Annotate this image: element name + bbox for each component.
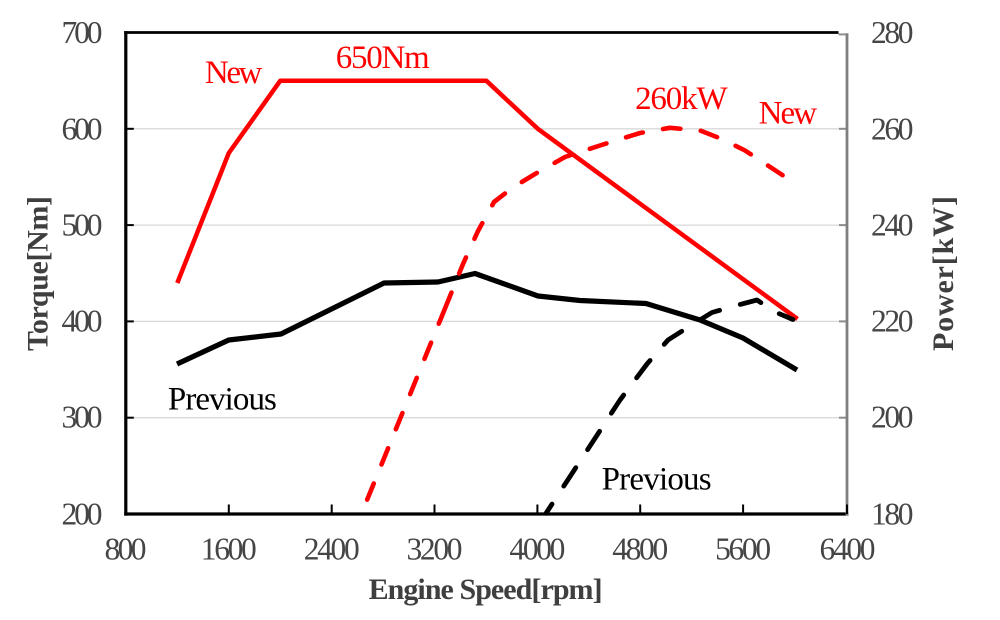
svg-text:Previous: Previous bbox=[168, 382, 277, 418]
svg-text:220: 220 bbox=[871, 304, 914, 339]
svg-text:600: 600 bbox=[62, 111, 103, 146]
svg-text:500: 500 bbox=[62, 207, 103, 242]
svg-text:6400: 6400 bbox=[820, 532, 876, 567]
svg-text:Previous: Previous bbox=[602, 462, 712, 498]
svg-text:260: 260 bbox=[871, 111, 914, 146]
svg-text:4000: 4000 bbox=[509, 532, 565, 567]
svg-text:200: 200 bbox=[62, 497, 103, 532]
svg-text:3200: 3200 bbox=[407, 532, 463, 567]
svg-text:1600: 1600 bbox=[201, 532, 257, 567]
svg-text:650Nm: 650Nm bbox=[336, 40, 430, 76]
svg-text:New: New bbox=[759, 96, 818, 132]
svg-text:Power[kW]: Power[kW] bbox=[927, 196, 960, 351]
svg-text:800: 800 bbox=[105, 532, 147, 567]
svg-text:5600: 5600 bbox=[715, 532, 771, 567]
svg-text:Torque[Nm]: Torque[Nm] bbox=[22, 196, 55, 351]
svg-text:200: 200 bbox=[871, 400, 914, 435]
svg-text:Engine Speed[rpm]: Engine Speed[rpm] bbox=[369, 573, 603, 606]
svg-text:180: 180 bbox=[871, 497, 914, 532]
svg-text:700: 700 bbox=[62, 15, 103, 50]
svg-text:240: 240 bbox=[871, 207, 914, 242]
svg-text:2400: 2400 bbox=[304, 532, 360, 567]
svg-text:260kW: 260kW bbox=[635, 81, 728, 117]
svg-text:300: 300 bbox=[62, 400, 103, 435]
svg-text:New: New bbox=[205, 55, 263, 91]
svg-text:400: 400 bbox=[62, 304, 103, 339]
svg-text:4800: 4800 bbox=[612, 532, 668, 567]
svg-text:280: 280 bbox=[871, 15, 914, 50]
